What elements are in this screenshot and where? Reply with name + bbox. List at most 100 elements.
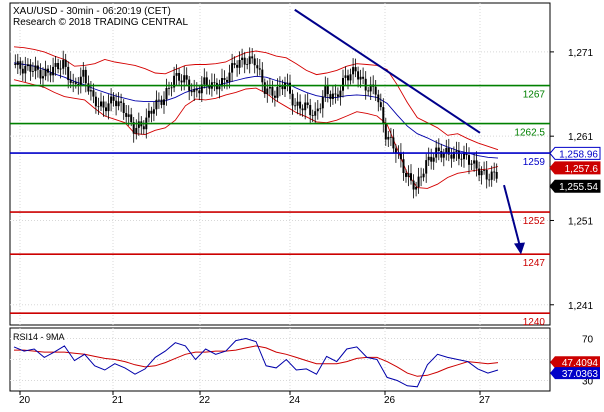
candle-body [369, 84, 372, 92]
candle-body [170, 87, 173, 89]
candle-body [324, 85, 327, 97]
forecast-arrow-head [514, 242, 525, 255]
candle-body [463, 152, 465, 160]
candle-body [29, 64, 32, 72]
y-tick-label: 1,251 [568, 216, 593, 227]
price-tag-black: 1,255.54 [549, 179, 601, 193]
candle-body [309, 105, 312, 116]
candle-body [382, 107, 385, 124]
candle-body [72, 82, 75, 84]
candle-body [430, 156, 433, 162]
candle-body [49, 72, 52, 76]
level-label-1247: 1247 [523, 258, 546, 269]
candle-body [64, 59, 67, 67]
candle-body [273, 95, 276, 98]
price-tag-label: 1,258.96 [559, 149, 598, 160]
candle-body [44, 68, 47, 77]
candle-body [253, 58, 256, 66]
candle-body [422, 173, 425, 178]
chart-subtitle: Research © 2018 TRADING CENTRAL [13, 17, 188, 28]
candle-body [450, 154, 453, 159]
candle-body [349, 74, 352, 81]
candle-body [354, 67, 357, 72]
rsi-ma-line [14, 345, 499, 377]
candle-body [241, 57, 244, 60]
candle-body [157, 99, 160, 101]
candle-body [266, 88, 269, 94]
candle-body [329, 94, 332, 99]
candle-body [190, 90, 193, 93]
x-tick-label: 20 [19, 395, 31, 406]
candle-body [470, 163, 473, 165]
rsi-tick-label: 30 [582, 377, 594, 388]
candle-body [410, 173, 412, 181]
candle-body [316, 108, 319, 112]
candle-body [69, 80, 72, 83]
candle-body [271, 87, 274, 96]
candle-body [437, 147, 440, 151]
candle-body [168, 87, 170, 89]
candle-body [16, 61, 19, 65]
candle-body [379, 102, 382, 108]
y-tick-label: 1,241 [568, 301, 593, 312]
candle-body [483, 170, 486, 171]
candle-body [36, 65, 39, 70]
candle-body [19, 61, 22, 69]
candle-body [407, 173, 410, 177]
candle-body [198, 90, 201, 94]
price-tag-blue: 1,258.96 [549, 146, 601, 160]
candle-body [57, 63, 60, 70]
candle-body [233, 63, 236, 65]
candle-body [331, 93, 334, 99]
candle-body [276, 87, 279, 98]
candle-body [377, 94, 380, 103]
candle-body [223, 78, 226, 80]
candle-body [84, 69, 87, 84]
candle-body [347, 75, 349, 81]
candle-body [79, 76, 82, 86]
candle-body [291, 93, 294, 106]
candle-body [440, 151, 443, 158]
candle-body [135, 128, 138, 134]
candle-body [490, 171, 493, 180]
x-tick-label: 24 [289, 395, 301, 406]
candle-body [115, 100, 118, 107]
candle-body [110, 96, 113, 104]
price-tag-box [549, 179, 601, 193]
candle-body [21, 68, 24, 74]
candle-body [185, 75, 188, 80]
candle-body [384, 123, 387, 140]
price-panel-frame [9, 2, 551, 326]
candle-body [304, 102, 307, 111]
candle-body [183, 75, 186, 83]
candle-body [205, 77, 208, 86]
price-tag-label: 1,257.6 [565, 164, 599, 175]
candle-body [339, 90, 342, 97]
bollinger-lower-line [13, 79, 499, 189]
candle-body [125, 113, 128, 117]
candle-body [493, 171, 496, 173]
candle-body [155, 99, 158, 110]
candle-body [173, 75, 176, 88]
candle-body [203, 77, 206, 85]
candle-body [480, 170, 483, 176]
candle-body [394, 148, 397, 154]
candle-body [47, 68, 49, 73]
candle-body [460, 158, 463, 160]
candle-body [163, 99, 165, 105]
candle-body [105, 107, 107, 112]
candle-body [387, 136, 390, 140]
x-tick-label: 27 [479, 395, 491, 406]
candle-body [117, 101, 120, 107]
candle-body [200, 84, 203, 94]
candle-body [299, 101, 302, 109]
candle-body [442, 153, 445, 158]
candle-body [432, 157, 435, 162]
rsi-tag-label: 47.4094 [562, 358, 599, 369]
bollinger-bands [13, 46, 499, 189]
candle-body [296, 101, 299, 106]
candle-body [488, 179, 491, 181]
candle-body [112, 96, 115, 101]
candle-body [495, 172, 498, 179]
candle-body [31, 71, 34, 72]
